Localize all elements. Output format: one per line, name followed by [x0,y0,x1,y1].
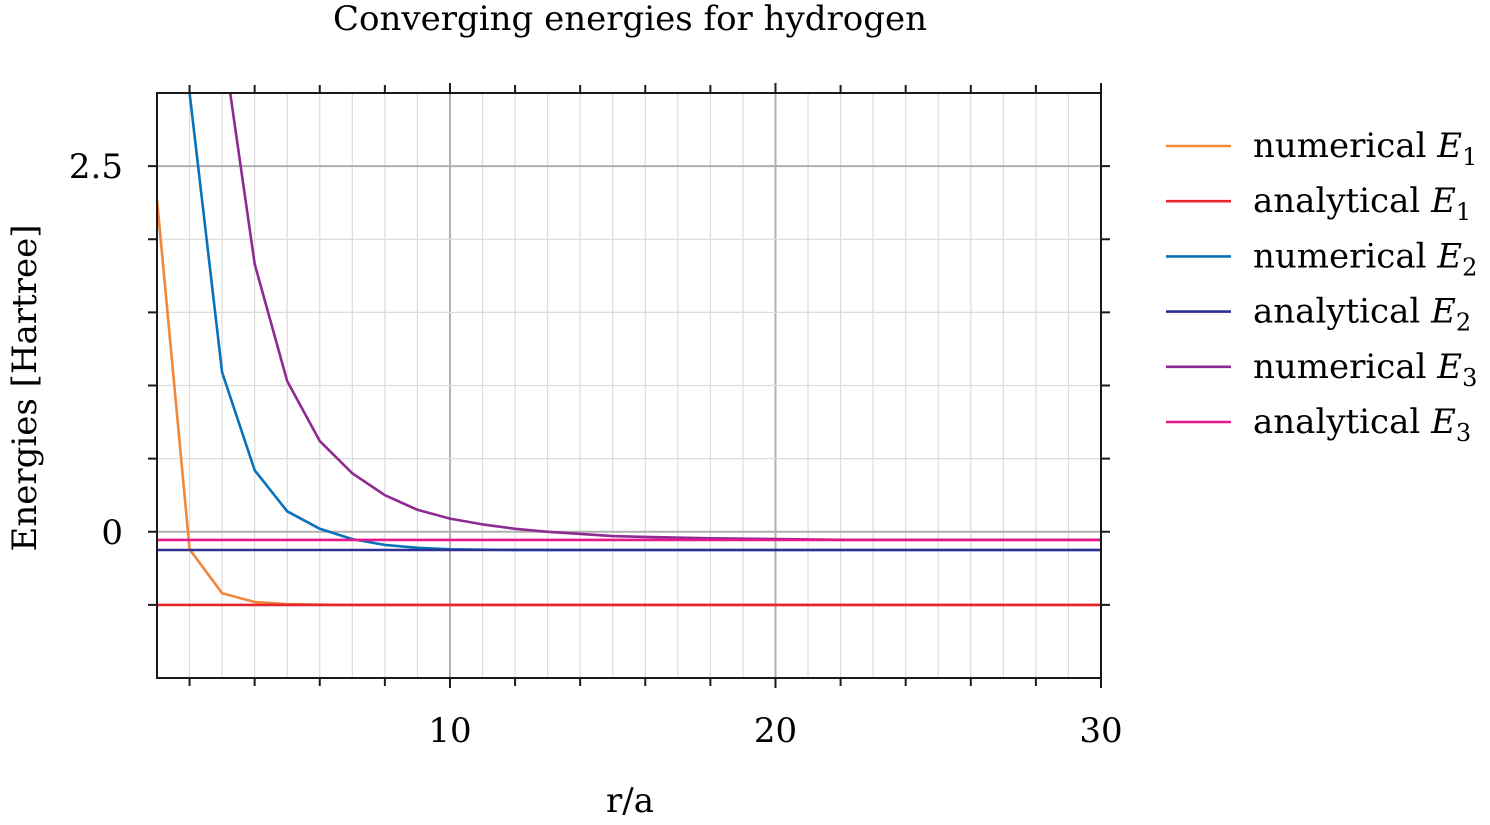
x-tick-label: 30 [1079,711,1122,751]
legend-subscript: 3 [1462,364,1477,392]
legend-symbol: E [1436,126,1462,166]
axis-ticks [148,83,1110,688]
legend-entry-6: analytical E3 [1253,402,1471,447]
legend-subscript: 1 [1456,198,1471,226]
legend-subscript: 2 [1462,253,1477,281]
x-axis-label: r/a [606,781,654,821]
y-tick-label: 0 [101,513,123,553]
x-tick-label: 20 [754,711,797,751]
legend-symbol: E [1430,402,1456,442]
x-tick-label: 10 [428,711,471,751]
legend-subscript: 2 [1456,309,1471,337]
legend-label: analytical [1253,292,1431,332]
legend-entry-4: analytical E2 [1253,292,1471,337]
legend-label: numerical [1253,126,1437,166]
legend-subscript: 3 [1456,419,1471,447]
tick-labels: 10 20 30 0 2.5 [69,147,1123,751]
chart-title: Converging energies for hydrogen [333,0,927,39]
legend-symbol: E [1436,236,1462,276]
series-lines [157,93,1101,607]
legend-symbol: E [1436,347,1462,387]
legend-entry-2: analytical E1 [1253,181,1471,226]
legend-entry-1: numerical E1 [1253,126,1477,171]
y-axis-label: Energies [Hartree] [5,225,45,552]
y-tick-label: 2.5 [69,147,123,187]
legend-label: numerical [1253,347,1437,387]
legend-label: numerical [1253,236,1437,276]
legend-entry-5: numerical E3 [1253,347,1477,392]
legend-symbol: E [1430,181,1456,221]
grid [157,93,1101,678]
legend-label: analytical [1253,402,1431,442]
legend-label: analytical [1253,181,1431,221]
legend-subscript: 1 [1462,143,1477,171]
legend-symbol: E [1430,292,1456,332]
legend-entry-3: numerical E2 [1253,236,1477,281]
